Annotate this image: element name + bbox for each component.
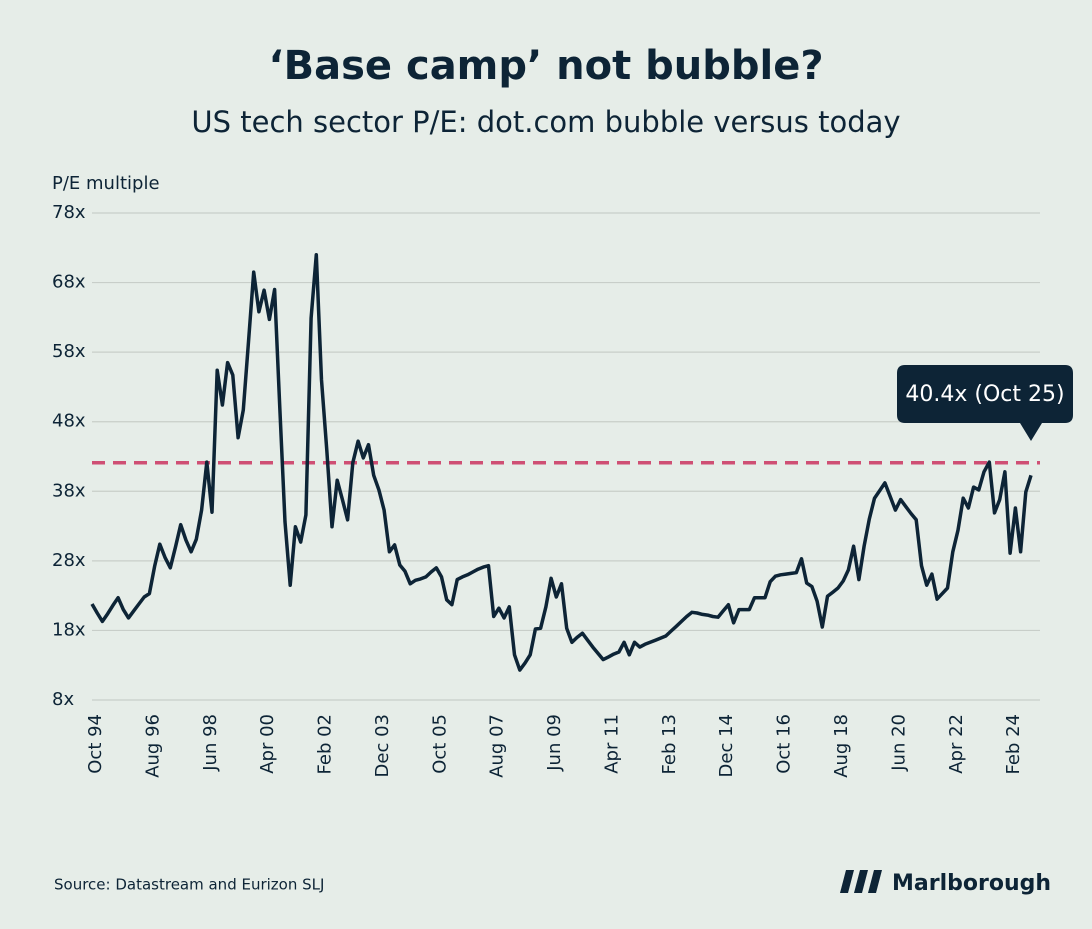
y-tick-label: 48x bbox=[52, 411, 86, 432]
x-tick-label: Apr 11 bbox=[601, 714, 622, 774]
y-tick-label: 8x bbox=[52, 689, 74, 710]
annotation: 40.4x (Oct 25) bbox=[905, 382, 1064, 407]
x-tick-label: Jun 20 bbox=[888, 714, 909, 772]
y-tick-label: 38x bbox=[52, 480, 86, 501]
x-tick-label: Apr 00 bbox=[257, 714, 278, 774]
x-tick-label: Apr 22 bbox=[946, 714, 967, 774]
source: Source: Datastream and Eurizon SLJ bbox=[54, 876, 324, 894]
x-tick-label: Dec 03 bbox=[372, 714, 393, 777]
y-tick-label: 58x bbox=[52, 341, 86, 362]
x-tick-label: Feb 13 bbox=[659, 714, 680, 775]
x-tick-label: Oct 94 bbox=[85, 714, 106, 774]
y-axis-label: P/E multiple bbox=[52, 173, 160, 194]
brand-name: Marlborough bbox=[892, 871, 1051, 896]
line bbox=[90, 252, 1033, 672]
x-tick-label: Dec 14 bbox=[716, 714, 737, 777]
chart-title: ‘Base camp’ not bubble? bbox=[268, 43, 823, 89]
y-tick-label: 68x bbox=[52, 272, 86, 293]
y-tick-label: 18x bbox=[52, 619, 86, 640]
brand-logo bbox=[840, 870, 882, 893]
chart-subtitle: US tech sector P/E: dot.com bubble versu… bbox=[191, 105, 900, 139]
annotation-box bbox=[897, 365, 1073, 441]
x-tick-label: Aug 18 bbox=[831, 714, 852, 778]
x-tick-label: Jun 09 bbox=[544, 714, 565, 772]
y-tick-label: 78x bbox=[52, 202, 86, 223]
x-tick-label: Aug 07 bbox=[487, 714, 508, 778]
x-tick-label: Jun 98 bbox=[200, 714, 221, 772]
y-tick-label: 28x bbox=[52, 550, 86, 571]
x-tick-label: Feb 24 bbox=[1003, 714, 1024, 775]
x-tick-label: Oct 05 bbox=[429, 714, 450, 774]
x-tick-label: Feb 02 bbox=[315, 714, 336, 775]
x-tick-label: Oct 16 bbox=[774, 714, 795, 774]
x-tick-label: Aug 96 bbox=[142, 714, 163, 778]
